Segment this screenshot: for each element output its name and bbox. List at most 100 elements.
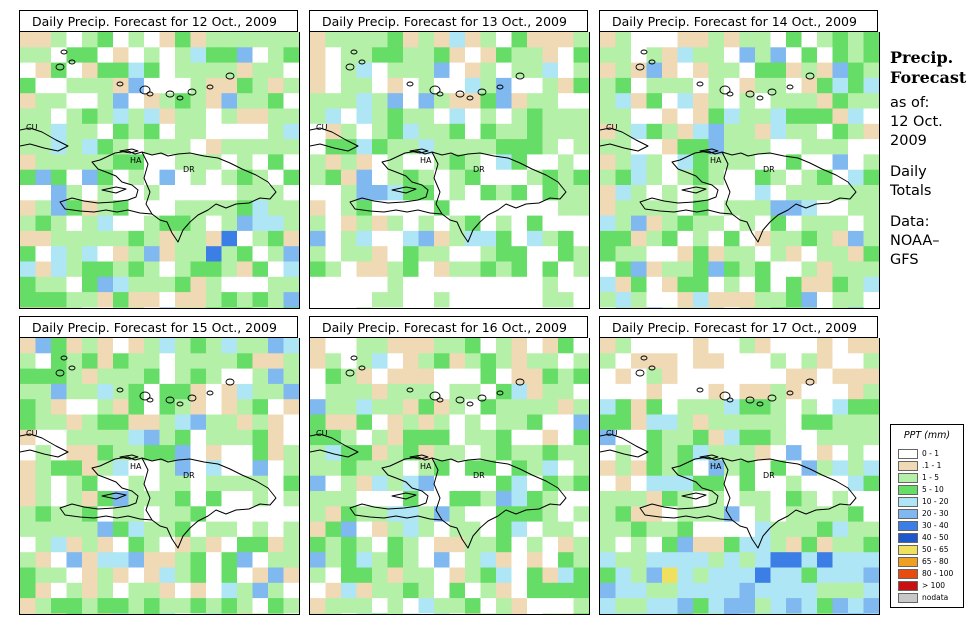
- precip-cell: [310, 429, 327, 446]
- precip-cell: [113, 93, 130, 110]
- precip-cell: [51, 429, 68, 446]
- precip-cell: [97, 383, 114, 400]
- precip-cell: [677, 230, 694, 247]
- precip-cell: [35, 536, 52, 553]
- precip-cell: [801, 215, 818, 232]
- precip-cell: [175, 139, 192, 155]
- cuba-coastline: [20, 127, 69, 152]
- precip-cell: [356, 368, 373, 385]
- precip-cell: [786, 200, 803, 217]
- precip-cell: [418, 567, 435, 584]
- precip-cell: [465, 475, 482, 492]
- precip-cell: [677, 613, 694, 614]
- precip-cell: [190, 169, 207, 186]
- precip-cell: [221, 139, 238, 155]
- precip-cell: [387, 246, 404, 263]
- precip-cell: [770, 368, 787, 385]
- precip-cell: [128, 292, 145, 308]
- island-outline: [745, 90, 755, 98]
- precip-cell: [693, 246, 710, 263]
- precip-cell: [755, 582, 772, 599]
- precip-cell: [755, 47, 772, 64]
- precip-cell: [739, 383, 756, 400]
- precip-cell: [144, 230, 161, 247]
- precip-cell: [755, 368, 772, 385]
- precip-cell: [97, 123, 114, 140]
- precip-cell: [708, 368, 725, 385]
- precip-cell: [801, 246, 818, 263]
- precip-cell: [724, 246, 741, 263]
- precip-cell: [159, 32, 176, 48]
- precip-cell: [449, 47, 466, 64]
- precip-cell: [175, 261, 192, 278]
- precip-cell: [268, 230, 285, 247]
- precip-cell: [51, 491, 68, 507]
- precip-cell: [558, 32, 575, 48]
- precip-cell: [558, 353, 575, 370]
- precip-cell: [646, 338, 663, 354]
- precip-cell: [20, 582, 37, 599]
- precip-cell: [573, 62, 589, 79]
- island-outline: [805, 378, 815, 386]
- precip-cell: [159, 475, 176, 492]
- precip-cell: [356, 414, 373, 431]
- precip-cell: [206, 77, 223, 94]
- precip-cell: [403, 62, 420, 79]
- precip-cell: [786, 552, 803, 569]
- precip-cell: [252, 261, 269, 278]
- precip-cell: [848, 246, 865, 263]
- legend-swatch: [898, 473, 918, 483]
- precip-cell: [66, 292, 83, 308]
- precip-cell: [221, 123, 238, 140]
- precip-cell: [341, 399, 358, 416]
- precip-cell: [252, 521, 269, 538]
- precip-cell: [832, 399, 849, 416]
- precip-cell: [817, 261, 834, 278]
- precip-cell: [175, 77, 192, 94]
- precip-cell: [600, 338, 617, 354]
- precip-cell: [35, 307, 52, 308]
- precip-cell: [159, 246, 176, 263]
- precip-cell: [832, 613, 849, 614]
- precip-cell: [480, 429, 497, 446]
- precip-cell: [755, 414, 772, 431]
- precip-cell: [237, 77, 254, 94]
- precip-cell: [252, 460, 269, 477]
- border-line: [141, 151, 153, 215]
- island-outline: [496, 84, 504, 90]
- cuba-coastline: [20, 433, 69, 458]
- precip-cell: [600, 47, 617, 64]
- legend-label: .1 - 1: [922, 461, 942, 470]
- precip-cell: [356, 292, 373, 308]
- precip-cell: [113, 123, 130, 140]
- island-outline: [225, 72, 235, 80]
- precip-cell: [615, 506, 632, 523]
- precip-cell: [341, 353, 358, 370]
- precip-cell: [144, 567, 161, 584]
- precip-cell: [20, 353, 37, 370]
- precip-cell: [20, 200, 37, 217]
- precip-cell: [97, 613, 114, 614]
- precip-cell: [863, 582, 879, 599]
- cuba-label: CU: [316, 123, 328, 132]
- precip-cell: [356, 77, 373, 94]
- precip-cell: [631, 62, 648, 79]
- precip-cell: [863, 77, 879, 94]
- precip-cell: [356, 353, 373, 370]
- precip-cell: [206, 521, 223, 538]
- precip-cell: [372, 552, 389, 569]
- precip-cell: [848, 338, 865, 354]
- precip-cell: [35, 108, 52, 125]
- precip-cell: [434, 460, 451, 477]
- precip-cell: [206, 613, 223, 614]
- precip-cell: [677, 246, 694, 263]
- precip-cell: [221, 414, 238, 431]
- precip-cell: [770, 215, 787, 232]
- precip-cell: [786, 169, 803, 186]
- precip-cell: [542, 491, 559, 507]
- precip-cell: [237, 445, 254, 461]
- precip-cell: [832, 154, 849, 171]
- legend-label: 65 - 80: [922, 557, 949, 566]
- precip-cell: [418, 414, 435, 431]
- precip-cell: [310, 399, 327, 416]
